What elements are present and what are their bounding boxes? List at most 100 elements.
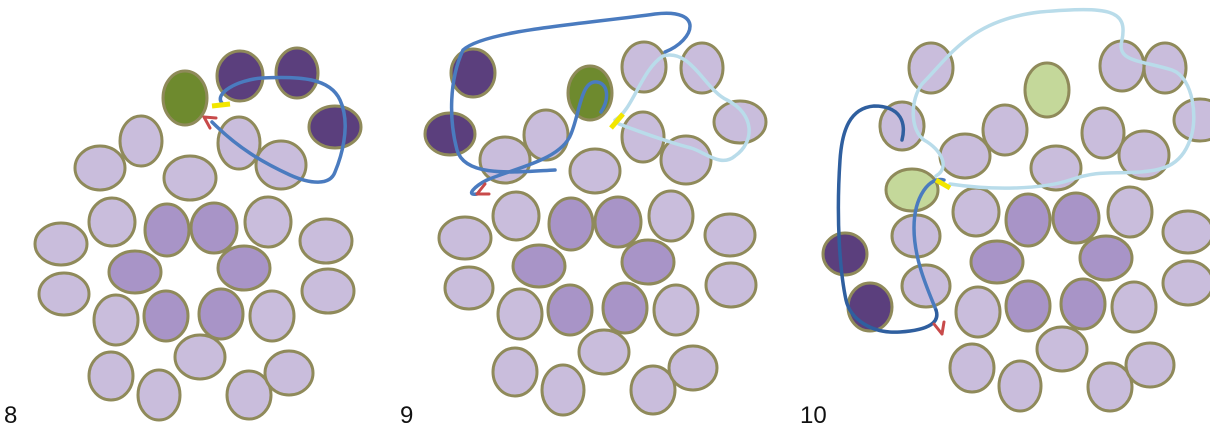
cell: [679, 41, 725, 95]
cell: [300, 267, 356, 315]
cell-dark: [449, 47, 497, 99]
cell: [1161, 259, 1210, 307]
cell: [647, 189, 695, 243]
cell: [1110, 280, 1158, 334]
cell: [620, 40, 668, 94]
cell-inner: [511, 243, 567, 289]
cell: [948, 342, 996, 394]
path-line-long: [836, 104, 939, 334]
cell: [951, 186, 1001, 238]
cell: [704, 261, 758, 309]
cell-green: [161, 69, 209, 127]
path-line: [469, 80, 609, 196]
cell: [298, 217, 354, 265]
cell-inner: [546, 283, 594, 337]
panel-8-diagram: [33, 46, 363, 422]
cell: [478, 135, 532, 185]
cell-inner: [1004, 279, 1052, 333]
cell: [667, 344, 719, 392]
cell-inner: [216, 244, 272, 292]
arrow-head: [932, 320, 946, 336]
path-line-light: [911, 7, 1196, 190]
cell: [496, 287, 544, 341]
cell-dark: [821, 231, 869, 277]
cell: [659, 134, 713, 186]
panel-9-diagram: [423, 11, 768, 417]
cell: [37, 271, 91, 317]
cell-inner: [189, 201, 239, 255]
cell: [1035, 325, 1089, 373]
cell-inner: [1059, 277, 1107, 331]
cell: [437, 215, 493, 261]
cell: [1106, 185, 1154, 239]
cell: [33, 221, 89, 267]
cell-inner: [197, 287, 245, 341]
cell: [443, 265, 495, 311]
cell: [491, 190, 541, 242]
cell-cluster: [33, 46, 363, 422]
cell: [1080, 106, 1126, 160]
panel-9: 9: [400, 0, 805, 434]
cell-dark: [307, 104, 363, 150]
path-line: [210, 75, 347, 184]
cell-inner: [142, 289, 190, 343]
cell: [629, 364, 677, 416]
cell: [577, 328, 631, 376]
cell-inner: [547, 196, 595, 252]
cell: [907, 41, 955, 95]
marker: [609, 112, 625, 130]
cell: [1086, 361, 1134, 413]
cell-inner: [1078, 234, 1134, 282]
cell: [248, 289, 296, 343]
cell: [652, 283, 700, 337]
arrow-head: [475, 182, 491, 196]
cell: [173, 333, 227, 381]
panel-label: 9: [400, 402, 414, 429]
path-line-light: [613, 53, 751, 163]
cell: [1161, 209, 1210, 255]
cell: [703, 212, 757, 258]
arrow-head: [202, 115, 218, 130]
cell: [263, 349, 315, 397]
cell: [712, 99, 768, 145]
marker: [934, 177, 952, 191]
path-line: [912, 177, 946, 312]
cell-dark: [846, 281, 894, 333]
cell: [87, 350, 135, 402]
panel-label: 10: [800, 402, 827, 429]
cell-cluster: [423, 40, 768, 417]
cell: [216, 115, 262, 171]
cell-inner: [601, 281, 649, 335]
path-line-long: [449, 11, 692, 174]
cell-green-pale: [1023, 61, 1071, 119]
panel-10: 10: [800, 0, 1210, 434]
cell-inner: [1004, 192, 1052, 248]
cell-inner: [969, 239, 1025, 285]
cell-inner: [593, 195, 643, 249]
panel-10-diagram: [821, 7, 1210, 413]
cell: [118, 114, 164, 168]
panel-label: 8: [4, 402, 18, 429]
cell: [243, 195, 293, 249]
marker: [211, 101, 231, 109]
cell-dark: [423, 111, 477, 157]
cell: [87, 196, 137, 248]
cell: [540, 363, 586, 417]
cell: [522, 108, 570, 162]
cell-green-pale: [884, 167, 940, 213]
cell: [254, 139, 308, 191]
cell: [954, 285, 1002, 339]
cell: [225, 369, 273, 421]
cell-inner: [143, 202, 191, 258]
cell-inner: [620, 238, 676, 286]
cell: [997, 359, 1043, 413]
cell: [491, 346, 539, 398]
cell-inner: [1051, 191, 1101, 245]
panel-8: 8: [0, 0, 400, 434]
cell-dark: [274, 46, 320, 100]
cell: [1117, 129, 1171, 181]
cell: [981, 103, 1029, 157]
cell: [73, 144, 127, 192]
cell: [620, 110, 666, 164]
cell: [136, 368, 182, 422]
